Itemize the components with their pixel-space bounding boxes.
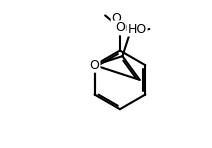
Text: HO: HO	[127, 22, 147, 36]
Text: O: O	[112, 12, 121, 25]
Text: O: O	[115, 21, 125, 34]
Text: O: O	[90, 59, 99, 72]
